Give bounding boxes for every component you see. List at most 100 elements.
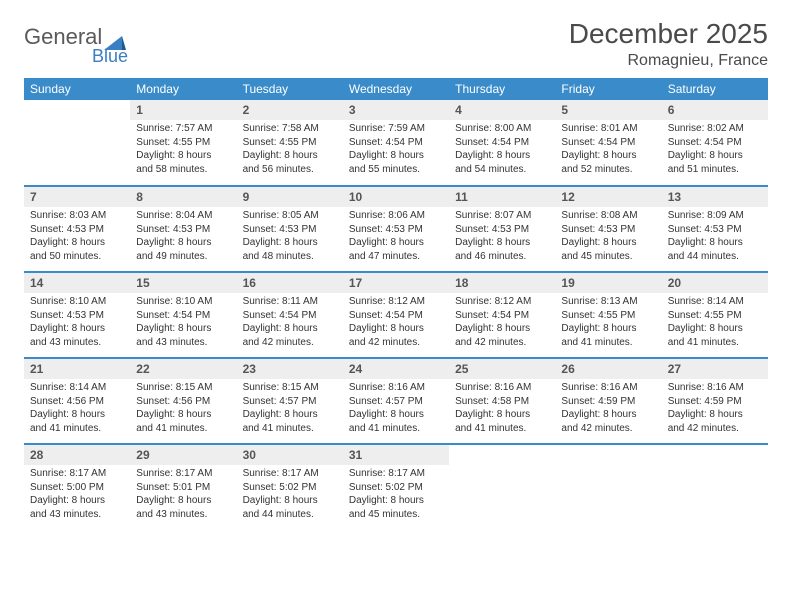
location: Romagnieu, France	[569, 52, 768, 70]
day-content: Sunrise: 8:12 AMSunset: 4:54 PMDaylight:…	[449, 293, 555, 353]
day-number: 13	[662, 187, 768, 207]
day-content: Sunrise: 8:01 AMSunset: 4:54 PMDaylight:…	[555, 120, 661, 180]
logo-text-blue: Blue	[92, 46, 128, 67]
day-cell: 25Sunrise: 8:16 AMSunset: 4:58 PMDayligh…	[449, 358, 555, 444]
title-block: December 2025 Romagnieu, France	[569, 18, 768, 70]
day-number: 11	[449, 187, 555, 207]
day-content: Sunrise: 7:57 AMSunset: 4:55 PMDaylight:…	[130, 120, 236, 180]
day-number: 21	[24, 359, 130, 379]
day-cell: 30Sunrise: 8:17 AMSunset: 5:02 PMDayligh…	[237, 444, 343, 530]
day-content: Sunrise: 8:12 AMSunset: 4:54 PMDaylight:…	[343, 293, 449, 353]
day-content: Sunrise: 8:10 AMSunset: 4:53 PMDaylight:…	[24, 293, 130, 353]
header: GeneralBlue December 2025 Romagnieu, Fra…	[24, 18, 768, 70]
day-number: 15	[130, 273, 236, 293]
day-content: Sunrise: 8:17 AMSunset: 5:02 PMDaylight:…	[237, 465, 343, 525]
day-content: Sunrise: 8:17 AMSunset: 5:01 PMDaylight:…	[130, 465, 236, 525]
day-content: Sunrise: 8:07 AMSunset: 4:53 PMDaylight:…	[449, 207, 555, 267]
day-content: Sunrise: 8:16 AMSunset: 4:57 PMDaylight:…	[343, 379, 449, 439]
day-cell: 19Sunrise: 8:13 AMSunset: 4:55 PMDayligh…	[555, 272, 661, 358]
day-number: 5	[555, 100, 661, 120]
day-content: Sunrise: 8:15 AMSunset: 4:57 PMDaylight:…	[237, 379, 343, 439]
day-number: 6	[662, 100, 768, 120]
day-header: Wednesday	[343, 78, 449, 100]
day-content: Sunrise: 8:16 AMSunset: 4:58 PMDaylight:…	[449, 379, 555, 439]
day-number: 28	[24, 445, 130, 465]
calendar-row: 14Sunrise: 8:10 AMSunset: 4:53 PMDayligh…	[24, 272, 768, 358]
day-content: Sunrise: 8:02 AMSunset: 4:54 PMDaylight:…	[662, 120, 768, 180]
day-number: 17	[343, 273, 449, 293]
day-number: 22	[130, 359, 236, 379]
day-number: 26	[555, 359, 661, 379]
day-cell: 23Sunrise: 8:15 AMSunset: 4:57 PMDayligh…	[237, 358, 343, 444]
day-content: Sunrise: 8:14 AMSunset: 4:56 PMDaylight:…	[24, 379, 130, 439]
day-number: 9	[237, 187, 343, 207]
empty-cell	[24, 100, 130, 186]
day-content: Sunrise: 8:17 AMSunset: 5:02 PMDaylight:…	[343, 465, 449, 525]
day-cell: 10Sunrise: 8:06 AMSunset: 4:53 PMDayligh…	[343, 186, 449, 272]
calendar-row: 28Sunrise: 8:17 AMSunset: 5:00 PMDayligh…	[24, 444, 768, 530]
day-number: 16	[237, 273, 343, 293]
day-cell: 13Sunrise: 8:09 AMSunset: 4:53 PMDayligh…	[662, 186, 768, 272]
logo-text-general: General	[24, 24, 102, 50]
day-header: Sunday	[24, 78, 130, 100]
day-header: Thursday	[449, 78, 555, 100]
day-header: Friday	[555, 78, 661, 100]
day-content: Sunrise: 8:16 AMSunset: 4:59 PMDaylight:…	[662, 379, 768, 439]
day-number: 30	[237, 445, 343, 465]
day-cell: 4Sunrise: 8:00 AMSunset: 4:54 PMDaylight…	[449, 100, 555, 186]
day-cell: 17Sunrise: 8:12 AMSunset: 4:54 PMDayligh…	[343, 272, 449, 358]
day-cell: 29Sunrise: 8:17 AMSunset: 5:01 PMDayligh…	[130, 444, 236, 530]
day-cell: 27Sunrise: 8:16 AMSunset: 4:59 PMDayligh…	[662, 358, 768, 444]
day-number: 12	[555, 187, 661, 207]
day-cell: 14Sunrise: 8:10 AMSunset: 4:53 PMDayligh…	[24, 272, 130, 358]
day-cell: 6Sunrise: 8:02 AMSunset: 4:54 PMDaylight…	[662, 100, 768, 186]
day-header: Monday	[130, 78, 236, 100]
day-content: Sunrise: 8:13 AMSunset: 4:55 PMDaylight:…	[555, 293, 661, 353]
day-number: 31	[343, 445, 449, 465]
day-cell: 21Sunrise: 8:14 AMSunset: 4:56 PMDayligh…	[24, 358, 130, 444]
day-content: Sunrise: 8:11 AMSunset: 4:54 PMDaylight:…	[237, 293, 343, 353]
day-cell: 11Sunrise: 8:07 AMSunset: 4:53 PMDayligh…	[449, 186, 555, 272]
day-cell: 26Sunrise: 8:16 AMSunset: 4:59 PMDayligh…	[555, 358, 661, 444]
calendar-row: 7Sunrise: 8:03 AMSunset: 4:53 PMDaylight…	[24, 186, 768, 272]
day-cell: 12Sunrise: 8:08 AMSunset: 4:53 PMDayligh…	[555, 186, 661, 272]
day-content: Sunrise: 8:03 AMSunset: 4:53 PMDaylight:…	[24, 207, 130, 267]
day-cell: 28Sunrise: 8:17 AMSunset: 5:00 PMDayligh…	[24, 444, 130, 530]
day-cell: 16Sunrise: 8:11 AMSunset: 4:54 PMDayligh…	[237, 272, 343, 358]
day-number: 27	[662, 359, 768, 379]
day-cell: 5Sunrise: 8:01 AMSunset: 4:54 PMDaylight…	[555, 100, 661, 186]
day-number: 23	[237, 359, 343, 379]
day-cell: 8Sunrise: 8:04 AMSunset: 4:53 PMDaylight…	[130, 186, 236, 272]
day-cell: 31Sunrise: 8:17 AMSunset: 5:02 PMDayligh…	[343, 444, 449, 530]
day-header: Saturday	[662, 78, 768, 100]
calendar-body: 1Sunrise: 7:57 AMSunset: 4:55 PMDaylight…	[24, 100, 768, 530]
day-content: Sunrise: 8:06 AMSunset: 4:53 PMDaylight:…	[343, 207, 449, 267]
day-cell: 22Sunrise: 8:15 AMSunset: 4:56 PMDayligh…	[130, 358, 236, 444]
day-cell: 9Sunrise: 8:05 AMSunset: 4:53 PMDaylight…	[237, 186, 343, 272]
empty-cell	[449, 444, 555, 530]
calendar-row: 21Sunrise: 8:14 AMSunset: 4:56 PMDayligh…	[24, 358, 768, 444]
day-number: 10	[343, 187, 449, 207]
day-content: Sunrise: 8:04 AMSunset: 4:53 PMDaylight:…	[130, 207, 236, 267]
day-header-row: SundayMondayTuesdayWednesdayThursdayFrid…	[24, 78, 768, 100]
day-content: Sunrise: 7:58 AMSunset: 4:55 PMDaylight:…	[237, 120, 343, 180]
day-cell: 20Sunrise: 8:14 AMSunset: 4:55 PMDayligh…	[662, 272, 768, 358]
day-header: Tuesday	[237, 78, 343, 100]
day-number: 19	[555, 273, 661, 293]
day-cell: 1Sunrise: 7:57 AMSunset: 4:55 PMDaylight…	[130, 100, 236, 186]
calendar-row: 1Sunrise: 7:57 AMSunset: 4:55 PMDaylight…	[24, 100, 768, 186]
day-number: 3	[343, 100, 449, 120]
day-content: Sunrise: 8:17 AMSunset: 5:00 PMDaylight:…	[24, 465, 130, 525]
day-content: Sunrise: 8:15 AMSunset: 4:56 PMDaylight:…	[130, 379, 236, 439]
day-number: 25	[449, 359, 555, 379]
empty-cell	[662, 444, 768, 530]
day-content: Sunrise: 8:14 AMSunset: 4:55 PMDaylight:…	[662, 293, 768, 353]
day-number: 18	[449, 273, 555, 293]
day-number: 8	[130, 187, 236, 207]
day-content: Sunrise: 8:05 AMSunset: 4:53 PMDaylight:…	[237, 207, 343, 267]
day-content: Sunrise: 7:59 AMSunset: 4:54 PMDaylight:…	[343, 120, 449, 180]
day-content: Sunrise: 8:08 AMSunset: 4:53 PMDaylight:…	[555, 207, 661, 267]
day-number: 7	[24, 187, 130, 207]
day-cell: 7Sunrise: 8:03 AMSunset: 4:53 PMDaylight…	[24, 186, 130, 272]
day-number: 29	[130, 445, 236, 465]
